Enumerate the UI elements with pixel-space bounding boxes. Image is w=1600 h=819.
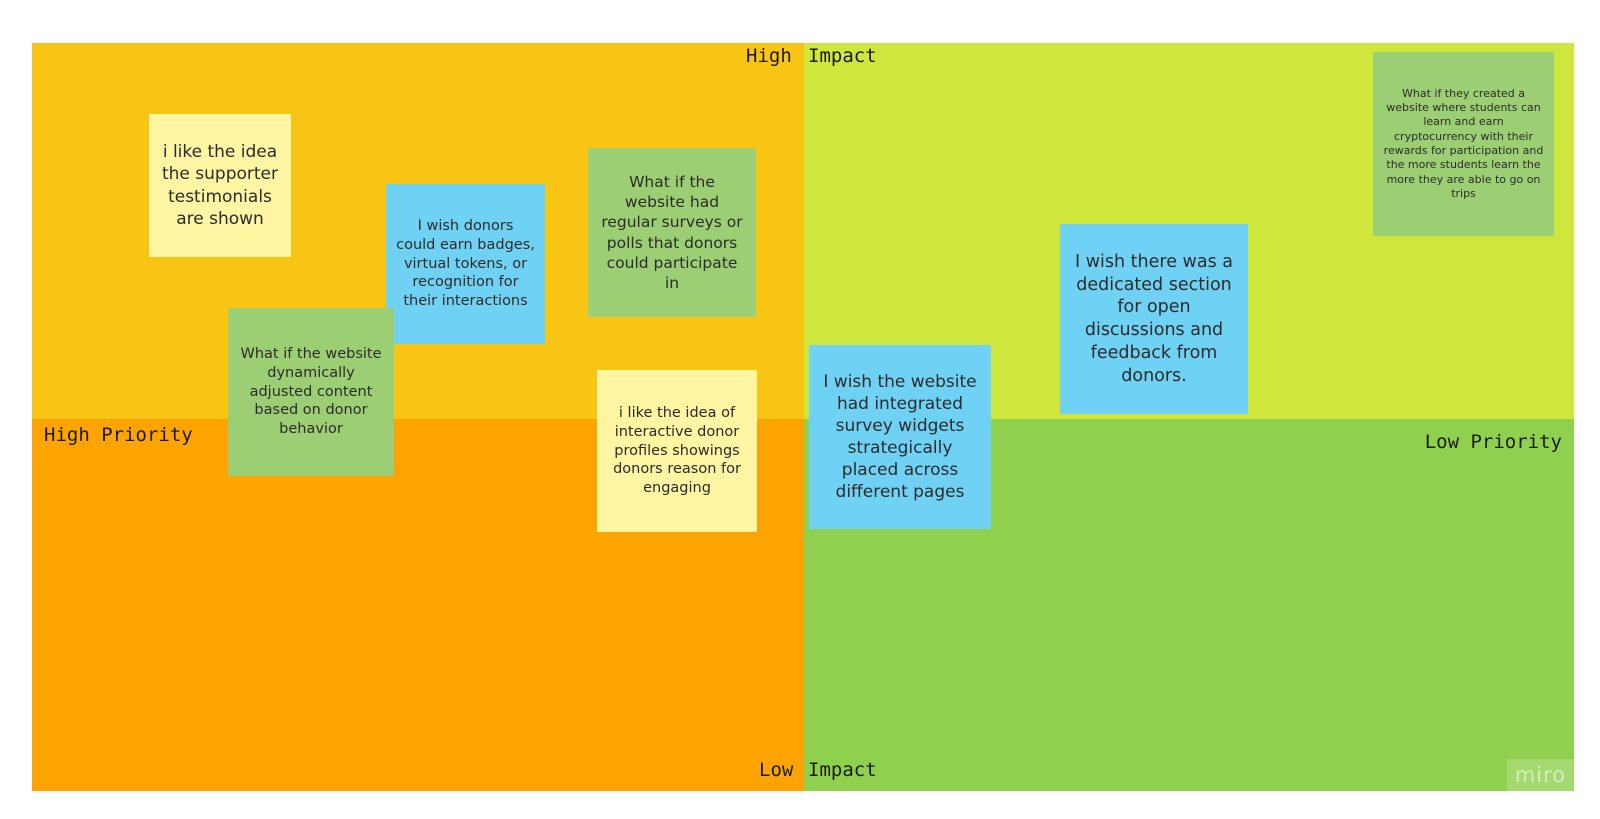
sticky-note-surveys-polls[interactable]: What if the website had regular surveys … (588, 148, 756, 317)
sticky-note-survey-widgets[interactable]: I wish the website had integrated survey… (809, 345, 991, 529)
high-impact-label-part1[interactable]: High (746, 45, 792, 67)
sticky-note-donor-badges[interactable]: I wish donors could earn badges, virtual… (386, 184, 545, 344)
sticky-note-text: I wish there was a dedicated section for… (1075, 251, 1233, 386)
sticky-note-text: I wish donors could earn badges, virtual… (396, 217, 535, 310)
sticky-note-text: What if the website dynamically adjusted… (240, 345, 382, 438)
sticky-note-text: What if they created a website where stu… (1383, 86, 1544, 200)
low-impact-label-part2[interactable]: Impact (808, 759, 877, 781)
sticky-note-cryptocurrency-learning[interactable]: What if they created a website where stu… (1373, 52, 1554, 236)
sticky-note-supporter-testimonials[interactable]: i like the idea the supporter testimonia… (149, 114, 291, 257)
miro-logo: miro (1507, 759, 1574, 791)
sticky-note-dynamic-content[interactable]: What if the website dynamically adjusted… (228, 308, 394, 476)
sticky-note-text: I wish the website had integrated survey… (823, 371, 977, 503)
sticky-note-text: i like the idea the supporter testimonia… (161, 142, 279, 229)
sticky-note-donor-profiles[interactable]: i like the idea of interactive donor pro… (597, 370, 757, 532)
sticky-note-text: What if the website had regular surveys … (601, 173, 743, 292)
high-impact-label-part2[interactable]: Impact (808, 45, 877, 67)
low-impact-label-part1[interactable]: Low (759, 759, 794, 781)
high-priority-label[interactable]: High Priority (44, 424, 193, 446)
low-priority-label[interactable]: Low Priority (1424, 431, 1562, 453)
sticky-note-discussion-section[interactable]: I wish there was a dedicated section for… (1060, 224, 1248, 414)
sticky-note-text: i like the idea of interactive donor pro… (613, 404, 741, 497)
